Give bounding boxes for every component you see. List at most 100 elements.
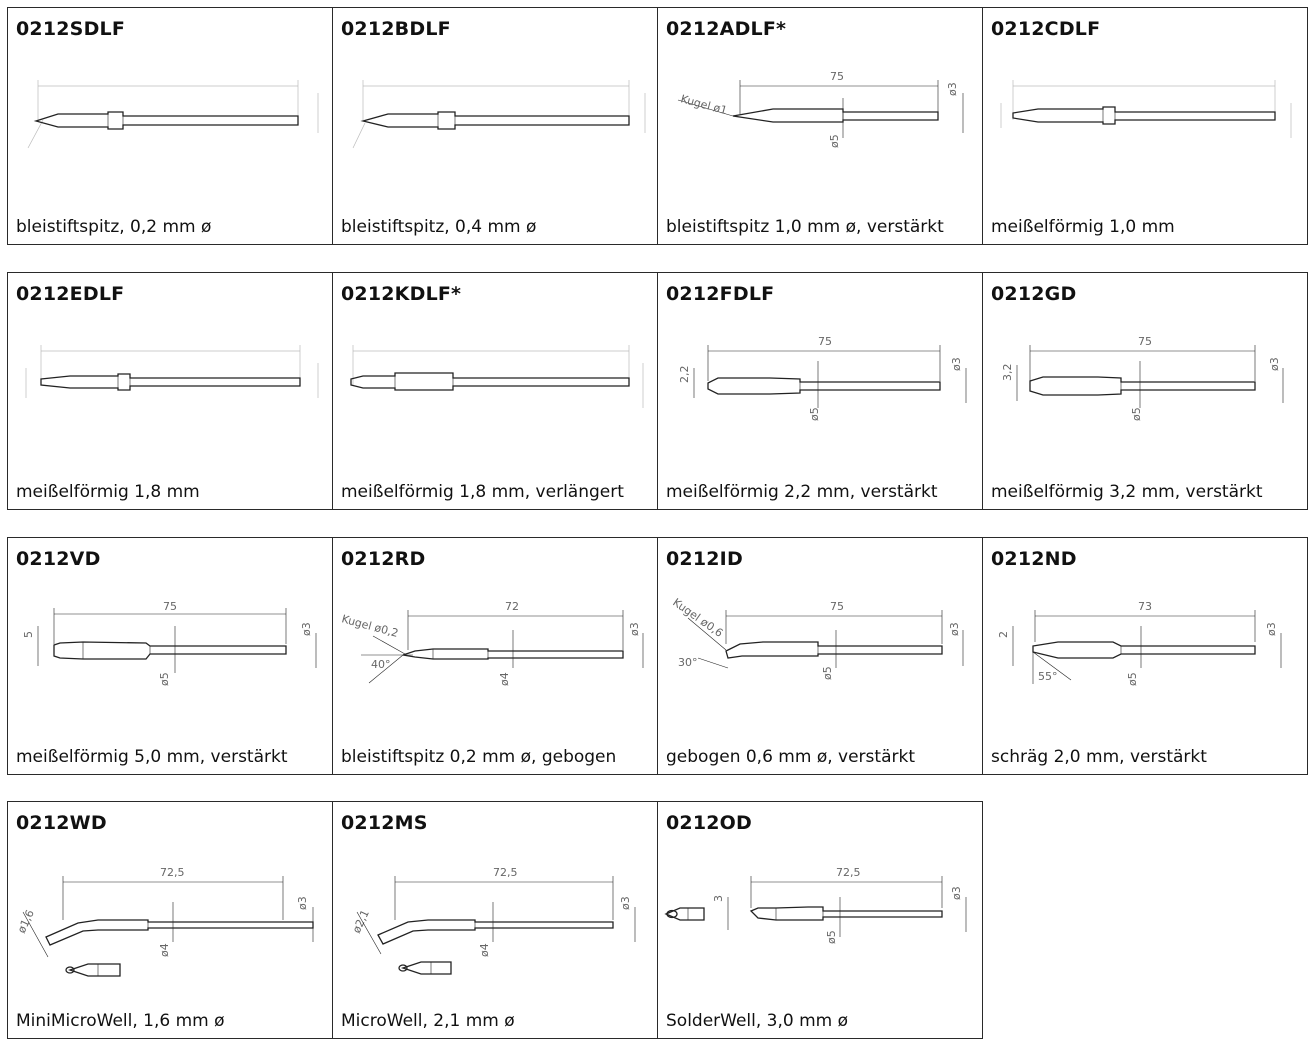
tip-code: 0212MS [341,812,428,834]
dim-tip: Kugel ø1 [679,92,728,117]
tip-card-0212bdlf: 0212BDLF bleistiftspitz, 0,4 mm ø [332,7,658,245]
dim-diam-right: ø3 [950,357,963,371]
tip-card-0212cdlf: 0212CDLF meißelförmig 1,0 mm [982,7,1308,245]
tip-code: 0212SDLF [16,18,126,40]
dim-angle: 55° [1038,670,1058,683]
tip-drawing: 75 5 ø5 ø3 [22,600,317,686]
dim-diam-mid: ø4 [478,943,491,957]
tip-code: 0212CDLF [991,18,1101,40]
dim-angle: 30° [678,656,698,669]
tip-code: 0212GD [991,283,1077,305]
dim-diam-mid: ø5 [828,134,841,148]
tip-card-0212rd: 0212RD 72 Kugel ø0,2 40° ø4 ø3 bleistift… [332,537,658,775]
dim-diam-right: ø3 [1265,622,1278,636]
dim-diam-mid: ø5 [1126,672,1139,686]
tip-description: MiniMicroWell, 1,6 mm ø [16,1011,225,1031]
tip-code: 0212EDLF [16,283,125,305]
dim-length: 75 [163,600,177,613]
tip-card-0212sdlf: 0212SDLF bleistiftspitz, 0,2 mm ø [7,7,333,245]
tip-drawing: 72,5 ø2,1 ø4 ø3 [350,866,636,975]
dim-tip: 3,2 [1001,364,1014,382]
tip-card-0212gd: 0212GD 75 3,2 ø5 ø3 meißelförmig 3,2 mm,… [982,272,1308,510]
dim-diam-mid: ø4 [158,943,171,957]
dim-length: 75 [1138,335,1152,348]
dim-diam-right: ø3 [950,886,963,900]
tip-code: 0212OD [666,812,753,834]
tip-drawing [25,345,319,398]
tip-code: 0212RD [341,548,426,570]
tip-description: meißelförmig 1,8 mm [16,482,200,502]
tip-description: bleistiftspitz 0,2 mm ø, gebogen [341,747,617,767]
dim-tip: 5 [22,631,35,638]
dim-length: 75 [830,600,844,613]
dim-diam-right: ø3 [948,622,961,636]
tip-card-0212nd: 0212ND 73 2 55° ø5 ø3 schräg 2,0 mm, ver… [982,537,1308,775]
dim-diam-right: ø3 [946,82,959,96]
tip-card-0212edlf: 0212EDLF meißelförmig 1,8 mm [7,272,333,510]
tip-drawing: 75 2,2 ø5 ø3 [678,335,967,421]
tip-drawing [27,80,319,149]
tip-code: 0212FDLF [666,283,775,305]
tip-description: schräg 2,0 mm, verstärkt [991,747,1207,767]
tip-code: 0212WD [16,812,107,834]
tip-description: meißelförmig 1,8 mm, verlängert [341,482,624,502]
tip-description: bleistiftspitz, 0,2 mm ø [16,217,212,237]
tip-description: bleistiftspitz, 0,4 mm ø [341,217,537,237]
tip-drawing [350,345,644,408]
dim-length: 73 [1138,600,1152,613]
tip-card-0212wd: 0212WD 72,5 ø1,6 ø4 ø3 MiniMicroWell, 1,… [7,801,333,1039]
dim-length: 72,5 [160,866,185,879]
tip-description: meißelförmig 5,0 mm, verstärkt [16,747,288,767]
dim-diam-mid: ø5 [821,666,834,680]
tip-card-0212adlf: 0212ADLF* 75 Kugel ø1 ø3 ø5 bleistiftspi… [657,7,983,245]
tip-card-0212fdlf: 0212FDLF 75 2,2 ø5 ø3 meißelförmig 2,2 m… [657,272,983,510]
tip-code: 0212VD [16,548,101,570]
dim-diam-right: ø3 [628,622,641,636]
dim-tip: 2,2 [678,366,691,384]
tip-drawing: 72 Kugel ø0,2 40° ø4 ø3 [340,600,644,686]
tip-drawing: 72,5 ø1,6 ø4 ø3 [15,866,314,977]
dim-tip: Kugel ø0,6 [670,596,725,640]
tip-description: meißelförmig 2,2 mm, verstärkt [666,482,938,502]
dim-diam-mid: ø5 [158,672,171,686]
dim-length: 72,5 [836,866,861,879]
dim-angle: 40° [371,658,391,671]
tip-description: gebogen 0,6 mm ø, verstärkt [666,747,915,767]
dim-diam-right: ø3 [619,896,632,910]
dim-length: 72,5 [493,866,518,879]
tip-description: SolderWell, 3,0 mm ø [666,1011,849,1031]
dim-diam-mid: ø5 [1130,407,1143,421]
tip-drawing [352,80,646,149]
tip-description: MicroWell, 2,1 mm ø [341,1011,515,1031]
tip-drawing: 73 2 55° ø5 ø3 [997,600,1282,686]
dim-diam-right: ø3 [1268,357,1281,371]
dim-length: 72 [505,600,519,613]
tip-drawing: 75 3,2 ø5 ø3 [1001,335,1284,421]
tip-card-0212id: 0212ID 75 Kugel ø0,6 30° ø5 ø3 gebogen 0… [657,537,983,775]
dim-diam-mid: ø5 [808,407,821,421]
tip-description: meißelförmig 3,2 mm, verstärkt [991,482,1263,502]
tip-drawing [1000,80,1292,138]
dim-tip: 2 [997,631,1010,638]
tip-card-0212vd: 0212VD 75 5 ø5 ø3 meißelförmig 5,0 mm, v… [7,537,333,775]
tip-card-0212od: 0212OD 72,5 3 ø5 ø3 SolderWell, 3,0 mm ø [657,801,983,1039]
tip-drawing: 72,5 3 ø5 ø3 [664,866,967,944]
dim-tip: ø2,1 [350,908,372,935]
tip-code: 0212ND [991,548,1077,570]
dim-diam-mid: ø5 [825,930,838,944]
tip-drawing: 75 Kugel ø0,6 30° ø5 ø3 [670,596,964,680]
tip-card-0212ms: 0212MS 72,5 ø2,1 ø4 ø3 MicroWell, 2,1 mm… [332,801,658,1039]
tip-code: 0212ID [666,548,743,570]
dim-diam-right: ø3 [296,896,309,910]
tip-code: 0212ADLF* [666,18,787,40]
dim-length: 75 [818,335,832,348]
tip-code: 0212KDLF* [341,283,462,305]
dim-diam-right: ø3 [300,622,313,636]
tip-description: bleistiftspitz 1,0 mm ø, verstärkt [666,217,944,237]
tip-card-0212kdlf: 0212KDLF* meißelförmig 1,8 mm, verlänger… [332,272,658,510]
dim-tip: 3 [712,895,725,902]
dim-tip: Kugel ø0,2 [340,612,400,640]
dim-diam-mid: ø4 [498,672,511,686]
tip-code: 0212BDLF [341,18,451,40]
dim-length: 75 [830,70,844,83]
